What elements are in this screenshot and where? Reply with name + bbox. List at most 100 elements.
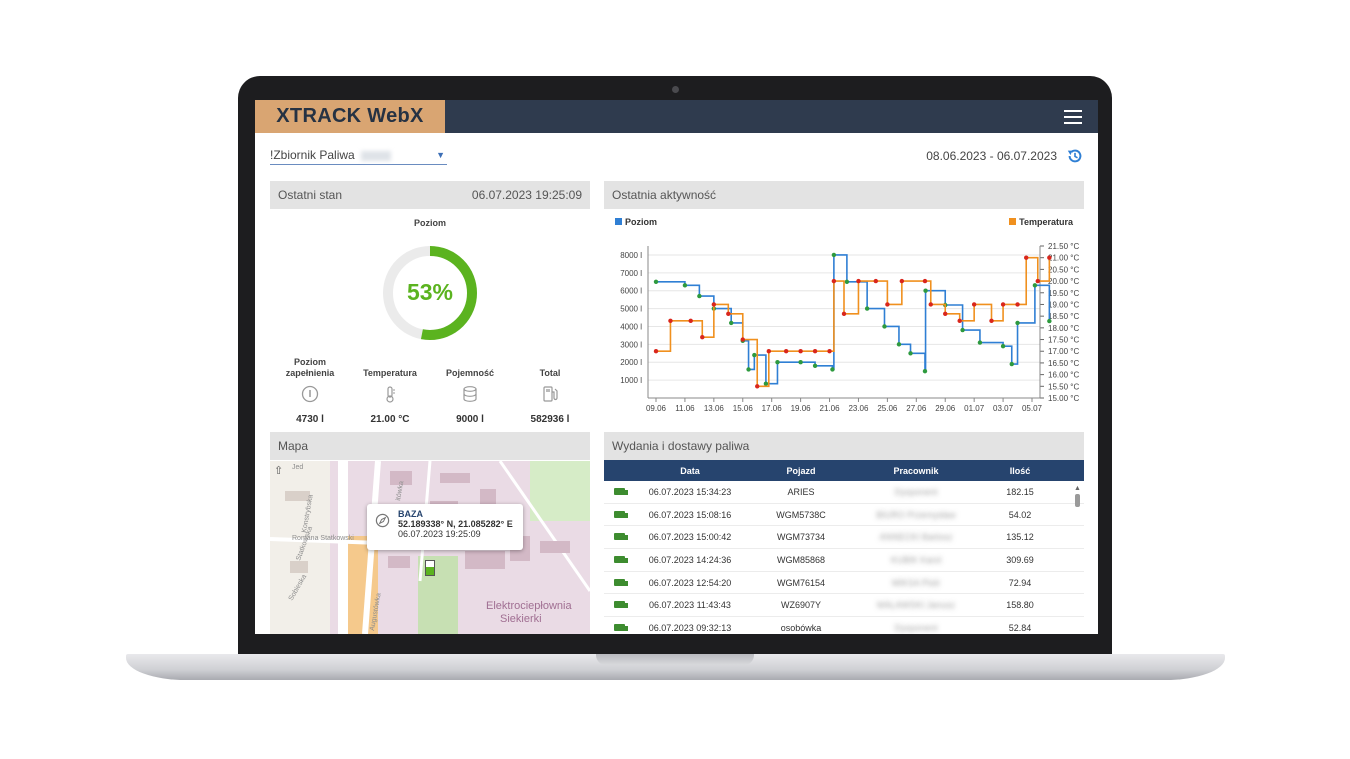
cell-worker: BIURO Przemysław <box>876 509 956 520</box>
table-scrollbar[interactable]: ▲ <box>1074 485 1081 630</box>
cell-qty: 158.80 <box>1006 600 1034 611</box>
data-point-poziom <box>960 327 965 333</box>
data-point-temperatura <box>928 302 933 307</box>
y-right-tick-label: 16.00 °C <box>1048 371 1079 380</box>
stat-value: 9000 l <box>456 414 484 425</box>
last-state-title: Ostatni stan <box>278 188 343 202</box>
data-point-temperatura <box>856 278 861 284</box>
data-point-poziom <box>812 363 818 369</box>
y-left-tick-label: 8000 l <box>620 251 642 260</box>
y-right-tick-label: 15.50 °C <box>1048 382 1079 391</box>
truck-icon <box>604 600 634 610</box>
truck-icon <box>604 578 634 588</box>
table-row[interactable]: 06.07.2023 12:54:20 WGM76154 MIKSA Piotr 72… <box>604 572 1084 595</box>
cell-date: 06.07.2023 15:34:23 <box>648 486 732 497</box>
last-state-timestamp: 06.07.2023 19:25:09 <box>471 188 582 202</box>
cell-date: 06.07.2023 15:00:42 <box>648 532 732 543</box>
popup-time: 06.07.2023 19:25:09 <box>398 529 481 539</box>
data-point-temperatura <box>922 278 928 284</box>
x-tick-label: 01.07 <box>964 404 985 413</box>
y-left-tick-label: 7000 l <box>620 269 642 278</box>
laptop-notch <box>596 654 754 665</box>
table-row[interactable]: 06.07.2023 15:00:42 WGM73734 ANNECKI Barto… <box>604 526 1084 550</box>
truck-icon <box>604 555 634 565</box>
cell-worker: MALAWSKI Janusz <box>876 600 956 611</box>
data-point-temperatura <box>899 278 905 284</box>
data-point-poziom <box>775 360 780 365</box>
data-point-poziom <box>882 324 887 329</box>
x-tick-label: 05.07 <box>1022 404 1043 413</box>
cell-worker: Dysponent <box>894 486 938 497</box>
stat-capacity: Pojemność 9000 l <box>430 355 510 425</box>
brand-logo[interactable]: XTRACK WebX <box>255 100 445 133</box>
table-row[interactable]: 06.07.2023 09:32:13 osobówka Dysponent 52.8… <box>604 617 1084 634</box>
cell-qty: 135.12 <box>1006 532 1034 543</box>
y-right-tick-label: 18.00 °C <box>1048 324 1079 333</box>
cell-qty: 309.69 <box>1006 554 1034 565</box>
y-right-tick-label: 17.00 °C <box>1048 347 1079 356</box>
activity-title: Ostatnia aktywność <box>612 188 717 202</box>
data-point-poziom <box>908 351 913 356</box>
map-label: Siekierki <box>500 613 542 625</box>
history-icon[interactable] <box>1066 147 1084 165</box>
cell-qty: 52.84 <box>1008 622 1032 633</box>
data-point-temperatura <box>971 302 977 307</box>
gauge-label: Poziom <box>413 218 446 228</box>
map-popup[interactable]: BAZA 52.189338° N, 21.085282° E 06.07.20… <box>367 504 523 550</box>
data-point-temperatura <box>766 349 771 354</box>
tank-select[interactable]: !Zbiornik Paliwa ▼ <box>270 148 447 165</box>
data-point-temperatura <box>726 311 731 317</box>
data-point-temperatura <box>1035 278 1040 284</box>
data-point-temperatura <box>841 311 847 317</box>
y-right-tick-label: 20.00 °C <box>1048 277 1079 286</box>
y-right-tick-label: 15.00 °C <box>1048 394 1079 403</box>
data-point-temperatura <box>668 318 673 324</box>
cell-qty: 72.94 <box>1008 577 1032 588</box>
table-header: Data Pojazd Pracownik Ilość <box>604 460 1084 481</box>
col-qty[interactable]: Ilość <box>1009 465 1031 476</box>
map-north-arrow-icon: ⇧ <box>274 465 284 477</box>
data-point-temperatura <box>783 349 789 354</box>
x-tick-label: 27.06 <box>906 404 927 413</box>
data-point-temperatura <box>1000 302 1006 307</box>
data-point-temperatura <box>812 349 818 354</box>
col-vehicle[interactable]: Pojazd <box>786 465 816 476</box>
y-right-tick-label: 21.00 °C <box>1048 254 1079 263</box>
legend-poziom[interactable]: Poziom <box>615 217 657 227</box>
scroll-thumb[interactable] <box>1075 494 1080 507</box>
col-date[interactable]: Data <box>680 465 700 476</box>
level-gauge: 53% <box>383 246 477 340</box>
data-point-poziom <box>864 306 870 311</box>
data-point-poziom <box>977 340 983 345</box>
data-point-poziom <box>1032 283 1038 288</box>
data-point-temperatura <box>1047 255 1052 260</box>
legend-temperatura[interactable]: Temperatura <box>1009 217 1073 227</box>
data-point-poziom <box>922 368 928 374</box>
cell-qty: 54.02 <box>1008 509 1032 520</box>
hamburger-menu-icon[interactable] <box>1064 110 1082 124</box>
data-point-poziom <box>653 279 659 284</box>
tank-marker-icon[interactable] <box>425 560 435 576</box>
street-label: Jed <box>292 464 303 471</box>
table-row[interactable]: 06.07.2023 11:43:43 WZ6907Y MALAWSKI Janus… <box>604 594 1084 618</box>
compass-icon <box>375 513 390 528</box>
data-point-temperatura <box>798 349 803 354</box>
cell-worker: KUBIK Karol <box>890 554 942 565</box>
x-tick-label: 09.06 <box>646 404 667 413</box>
table-row[interactable]: 06.07.2023 14:24:36 WGM85868 KUBIK Karol 30… <box>604 549 1084 572</box>
truck-icon <box>604 510 634 520</box>
database-icon <box>463 386 477 402</box>
cell-date: 06.07.2023 14:24:36 <box>648 554 732 565</box>
y-left-tick-label: 6000 l <box>620 287 642 296</box>
table-row[interactable]: 06.07.2023 15:08:16 WGM5738C BIURO Przemys… <box>604 504 1084 527</box>
col-worker[interactable]: Pracownik <box>893 465 939 476</box>
scroll-up-icon[interactable]: ▲ <box>1074 485 1081 492</box>
date-range[interactable]: 08.06.2023 - 06.07.2023 <box>926 149 1057 163</box>
y-right-tick-label: 20.50 °C <box>1048 265 1079 274</box>
data-point-temperatura <box>1024 255 1029 260</box>
table-row[interactable]: 06.07.2023 15:34:23 ARIES Dysponent 182.15 <box>604 481 1084 504</box>
thermometer-icon <box>386 386 395 403</box>
data-point-temperatura <box>711 302 717 307</box>
y-left-tick-label: 3000 l <box>620 340 642 349</box>
map-view[interactable]: Romana Statkowski Konstrybska Statkowska… <box>270 461 590 634</box>
